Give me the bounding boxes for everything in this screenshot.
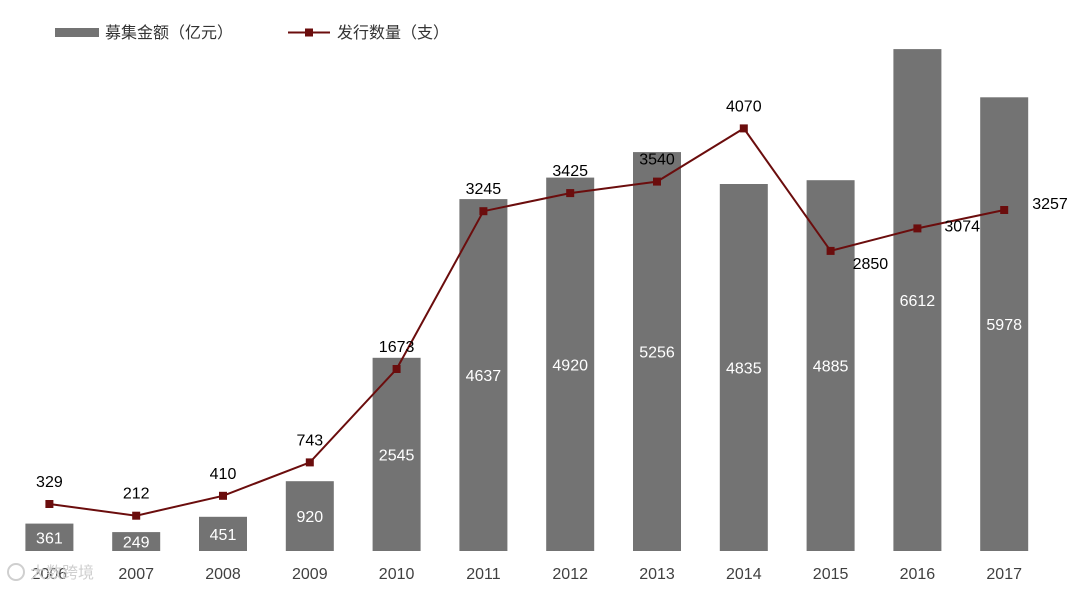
legend-bar-swatch — [55, 28, 99, 37]
line-point-2015 — [826, 246, 835, 255]
bar-value-labels: 361 249 451 920 2545 4637 4920 5256 4835 4885 6612… — [36, 293, 1022, 551]
bar-2012 — [546, 177, 595, 551]
legend-line-label: 发行数量（支） — [337, 23, 449, 42]
bar-label-2015: 4885 — [813, 359, 849, 376]
bar-label-2016: 6612 — [900, 293, 936, 310]
x-label-2006: 2006 — [32, 566, 68, 583]
bar-2014 — [719, 184, 768, 551]
line-series — [45, 124, 1009, 520]
line-label-2008: 410 — [210, 466, 237, 483]
line-point-2006 — [45, 500, 54, 508]
bar-label-2014: 4835 — [726, 361, 762, 378]
line-label-2013: 3540 — [639, 152, 675, 169]
legend-line-marker — [305, 28, 313, 37]
x-label-2015: 2015 — [813, 566, 849, 583]
watermark: 大数跨境 — [30, 563, 94, 582]
bar-label-2006: 361 — [36, 530, 63, 547]
line-label-2012: 3425 — [552, 163, 588, 180]
line-label-2016: 3074 — [944, 218, 980, 235]
line-label-2010: 1673 — [379, 339, 415, 356]
line-path — [49, 127, 1005, 517]
line-label-2006: 329 — [36, 474, 63, 491]
bar-2011 — [459, 199, 508, 551]
line-label-2015: 2850 — [853, 256, 889, 273]
line-label-2007: 212 — [123, 486, 150, 503]
x-label-2009: 2009 — [292, 566, 328, 583]
x-label-2007: 2007 — [118, 566, 154, 583]
bar-2009 — [285, 481, 334, 551]
x-label-2014: 2014 — [726, 566, 762, 583]
bar-2007 — [112, 532, 161, 551]
line-value-labels: 329 212 410 743 1673 3245 3425 3540 4070 2850 3074… — [36, 98, 1068, 502]
bar-series — [25, 49, 1029, 552]
legend: 募集金额（亿元） 发行数量（支） — [55, 23, 449, 42]
line-point-2012 — [566, 189, 575, 198]
line-point-2017 — [1000, 206, 1009, 214]
line-point-2011 — [479, 207, 488, 216]
legend-bar-label: 募集金额（亿元） — [105, 23, 233, 42]
bar-label-2009: 920 — [296, 509, 323, 526]
bar-label-2007: 249 — [123, 535, 150, 552]
bar-label-2012: 4920 — [552, 357, 588, 374]
watermark-logo — [7, 563, 25, 581]
x-label-2012: 2012 — [552, 566, 588, 583]
line-point-2010 — [392, 365, 401, 373]
line-point-2009 — [305, 458, 314, 467]
x-label-2010: 2010 — [379, 566, 415, 583]
bar-2016 — [893, 49, 942, 551]
line-point-2014 — [739, 124, 748, 133]
x-label-2016: 2016 — [900, 566, 936, 583]
bar-label-2010: 2545 — [379, 447, 415, 464]
bar-label-2008: 451 — [210, 527, 237, 544]
line-point-2007 — [132, 511, 141, 520]
bar-label-2017: 5978 — [986, 317, 1022, 334]
line-point-2013 — [653, 177, 661, 186]
line-label-2014: 4070 — [726, 98, 762, 115]
bar-label-2011: 4637 — [466, 368, 502, 385]
line-point-2008 — [219, 491, 227, 500]
x-label-2011: 2011 — [466, 566, 501, 583]
bar-2006 — [25, 523, 74, 551]
line-point-2016 — [913, 224, 922, 233]
line-label-2009: 743 — [296, 432, 323, 449]
line-label-2017: 3257 — [1032, 196, 1068, 213]
x-label-2008: 2008 — [205, 566, 241, 583]
bar-2008 — [199, 516, 247, 551]
line-label-2011: 3245 — [466, 181, 502, 198]
bar-2017 — [980, 97, 1029, 552]
x-label-2013: 2013 — [639, 566, 675, 583]
bar-label-2013: 5256 — [639, 345, 675, 362]
bar-2013 — [633, 152, 681, 551]
x-axis-labels: 2006 2007 2008 2009 2010 2011 2012 2013 2014 2015… — [32, 566, 1022, 583]
bar-2015 — [806, 180, 855, 551]
bar-2010 — [372, 357, 421, 551]
x-label-2017: 2017 — [986, 566, 1022, 583]
